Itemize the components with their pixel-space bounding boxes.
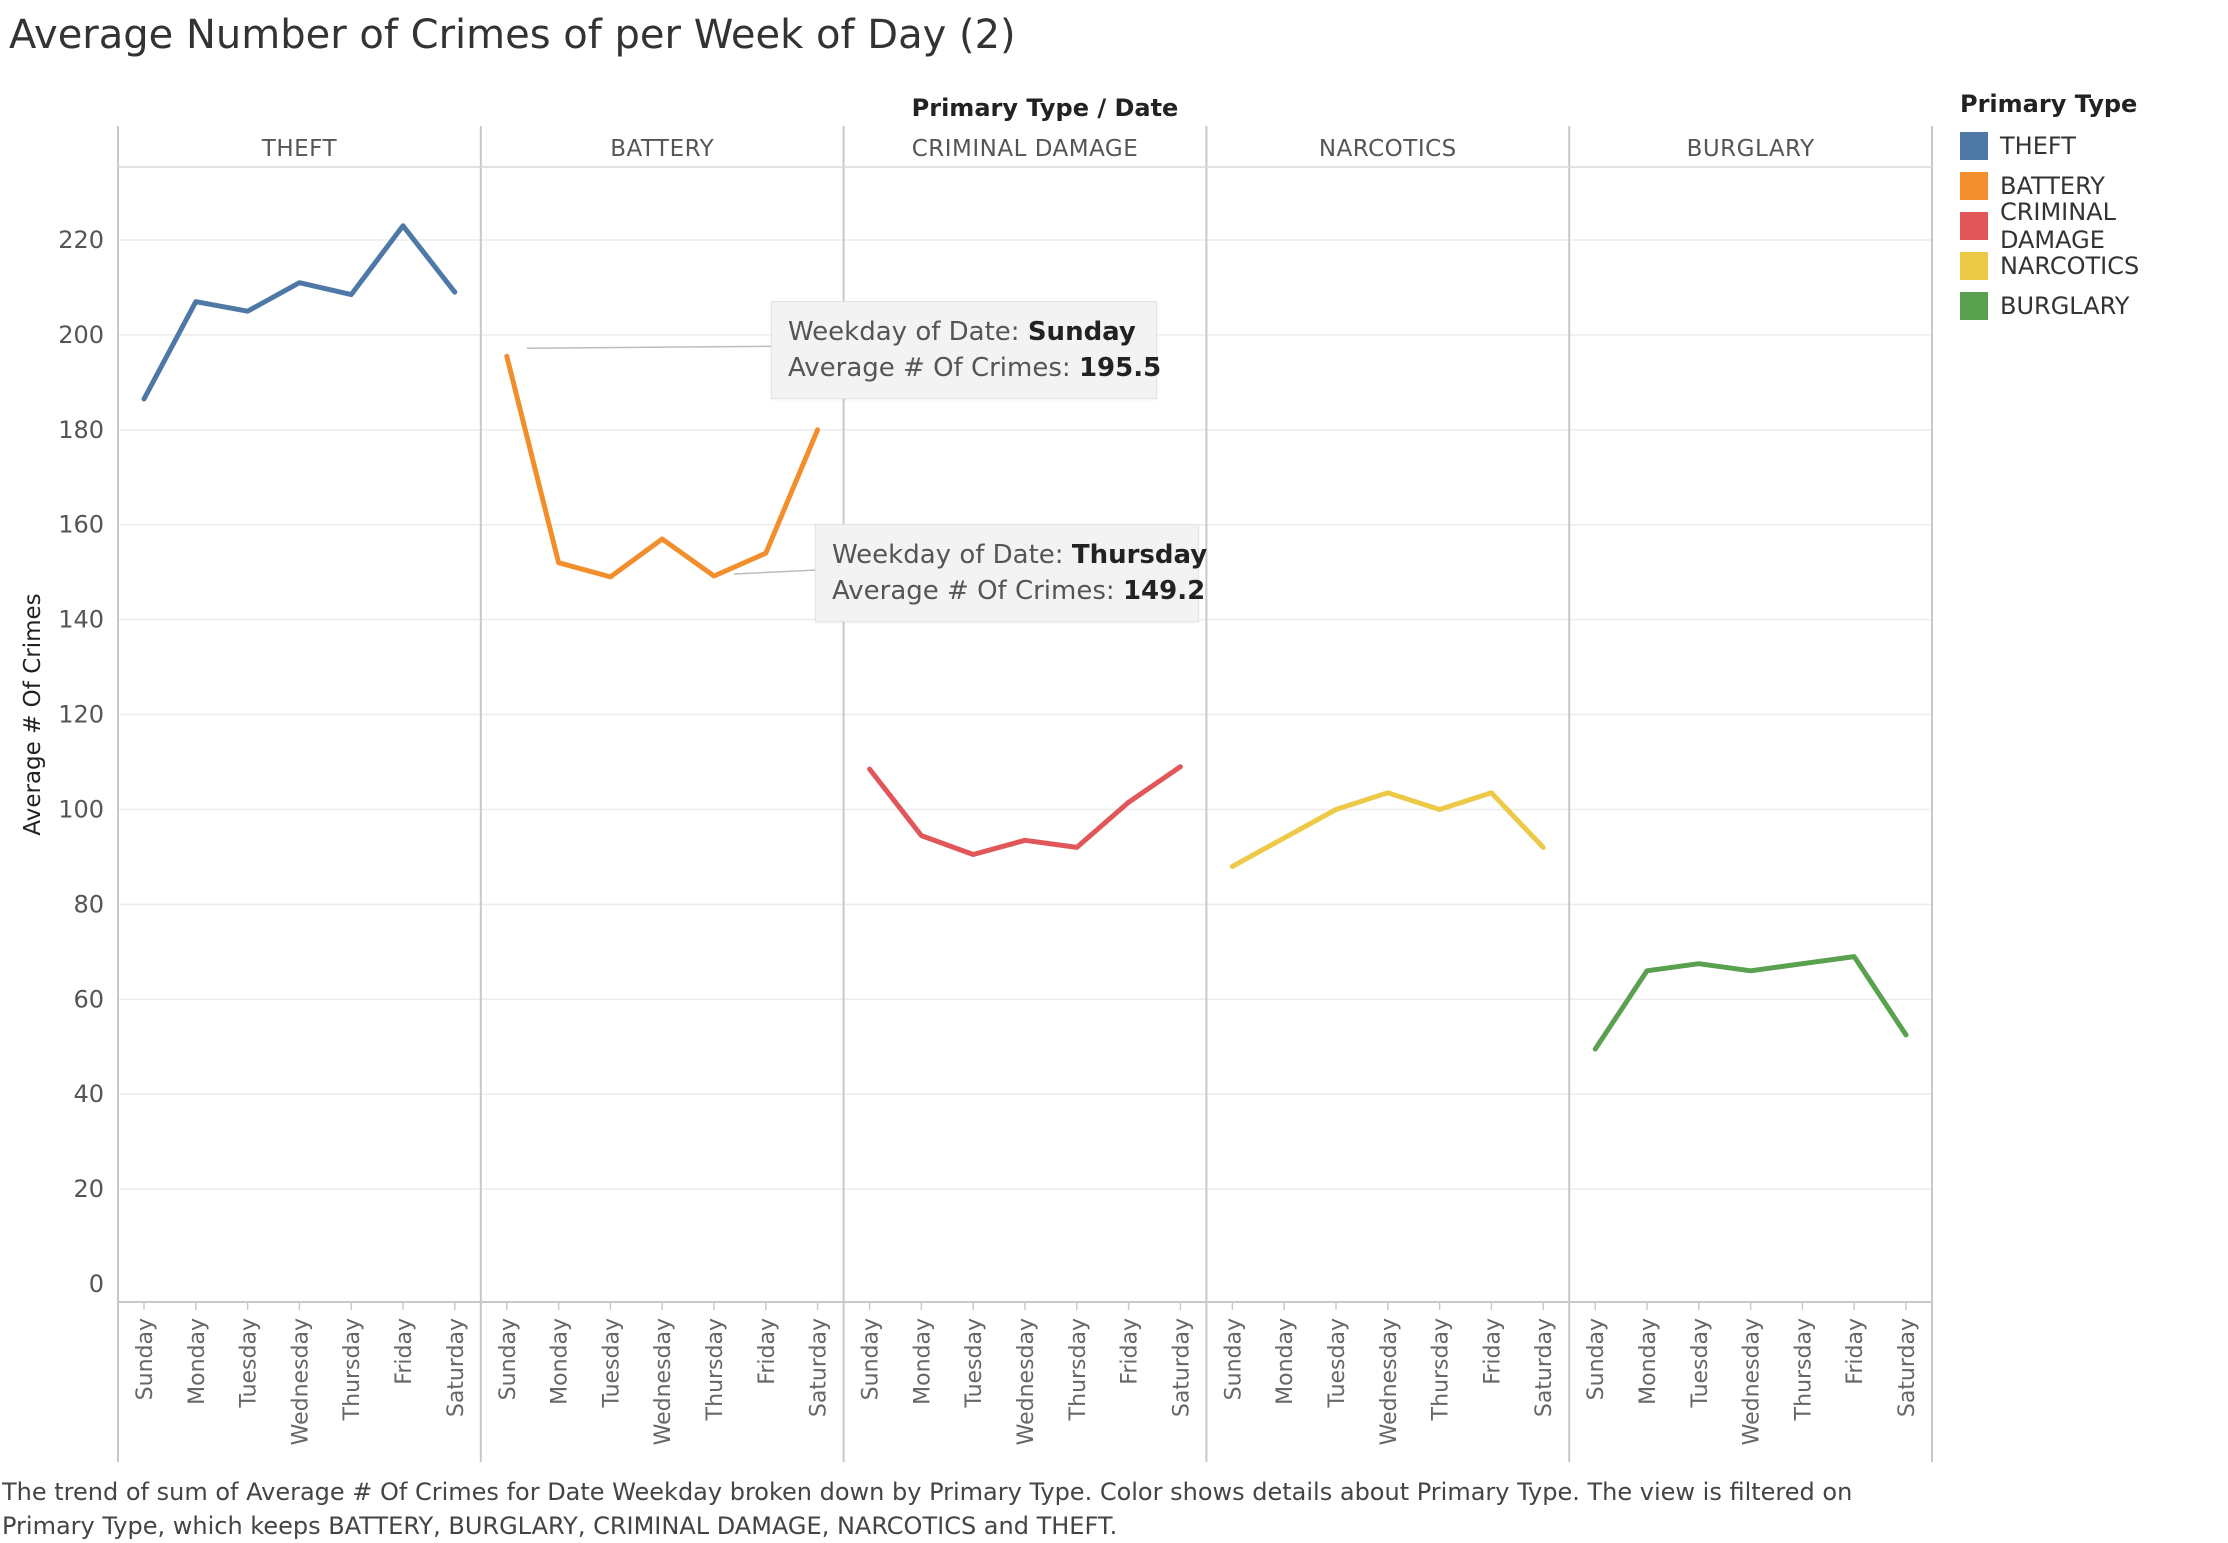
panel-header: BATTERY (610, 136, 714, 162)
x-tick-label: Thursday (1429, 1318, 1454, 1421)
y-tick-label: 80 (73, 890, 104, 918)
panel-header: CRIMINAL DAMAGE (912, 136, 1139, 162)
x-tick-label: Friday (1843, 1318, 1868, 1385)
series-line-burglary (1592, 954, 1909, 1052)
y-tick-label: 120 (58, 701, 104, 729)
tooltip-field-value: 149.2 (1122, 576, 1206, 606)
y-axis: 0 20 40 60 80 100 120 140 160 180 200 220 Average # … (20, 226, 104, 1298)
y-tick-label: 160 (58, 511, 104, 539)
x-tick-label: Sunday (1584, 1318, 1609, 1400)
y-tick-label: 40 (73, 1080, 104, 1108)
chart-caption: The trend of sum of Average # Of Crimes … (2, 1478, 1853, 1540)
series-line-criminal-damage (867, 764, 1183, 857)
y-tick-label: 60 (73, 985, 104, 1013)
panel-headers: Primary Type / Date THEFT BATTERY CRIMINAL … (261, 94, 1815, 162)
series-line-theft (141, 223, 458, 402)
chart-title: Average Number of Crimes of per Week of … (9, 12, 1016, 58)
legend-item-theft[interactable]: THEFT (1960, 126, 2228, 166)
x-tick-label: Tuesday (599, 1318, 624, 1409)
x-tick-label: Friday (755, 1318, 780, 1385)
y-axis-title: Average # Of Crimes (20, 593, 46, 835)
x-tick-label: Sunday (133, 1318, 158, 1400)
x-tick-label: Monday (185, 1318, 210, 1405)
x-tick-label: Saturday (807, 1318, 832, 1417)
series-lines (141, 223, 1909, 1052)
y-tick-label: 100 (58, 795, 104, 823)
tooltip-field-value: 195.5 (1078, 353, 1162, 383)
x-tick-label: Saturday (1895, 1318, 1920, 1417)
panel-header: BURGLARY (1687, 136, 1816, 162)
tooltip-leader (733, 569, 818, 575)
x-tick-label: Sunday (496, 1318, 521, 1400)
tooltip-battery-sunday: Weekday of Date: Sunday Average # Of Cri… (771, 301, 1161, 399)
x-tick-label: Saturday (444, 1318, 469, 1417)
legend-swatch (1960, 212, 1988, 240)
x-tick-label: Thursday (1066, 1318, 1091, 1421)
x-tick-label: Saturday (1169, 1318, 1194, 1417)
tooltip-battery-thursday: Weekday of Date: Thursday Average # Of C… (815, 524, 1207, 622)
legend: Primary Type THEFT BATTERY CRIMINAL DAMA… (1960, 90, 2228, 326)
legend-item-narcotics[interactable]: NARCOTICS (1960, 246, 2228, 286)
x-tick-label: Tuesday (1325, 1318, 1350, 1409)
x-tick-label: Tuesday (237, 1318, 262, 1409)
x-tick-label: Sunday (1221, 1318, 1246, 1400)
x-tick-label: Wednesday (1740, 1318, 1765, 1445)
tooltip-field-value: Thursday (1071, 540, 1208, 570)
header-label: Primary Type / Date (912, 94, 1179, 122)
legend-item-burglary[interactable]: BURGLARY (1960, 286, 2228, 326)
x-tick-label: Tuesday (962, 1318, 987, 1409)
legend-label: NARCOTICS (2000, 252, 2140, 280)
series-line-narcotics (1229, 790, 1546, 869)
legend-swatch (1960, 172, 1988, 200)
tooltip-field-label: Weekday of Date: (832, 540, 1064, 570)
y-tick-label: 180 (58, 416, 104, 444)
legend-item-battery[interactable]: BATTERY (1960, 166, 2228, 206)
legend-label: BURGLARY (2000, 292, 2130, 320)
x-axis: Sunday Monday Tuesday Wednesday Thursday Frid… (133, 1302, 1920, 1445)
x-tick-label: Monday (548, 1318, 573, 1405)
x-tick-label: Wednesday (651, 1318, 676, 1445)
legend-swatch (1960, 252, 1988, 280)
y-tick-label: 140 (58, 606, 104, 634)
tooltip-field-label: Average # Of Crimes: (788, 353, 1071, 383)
panel-header: THEFT (261, 136, 338, 162)
x-tick-label: Wednesday (1014, 1318, 1039, 1445)
x-tick-label: Tuesday (1688, 1318, 1713, 1409)
x-tick-label: Monday (910, 1318, 935, 1405)
x-tick-label: Thursday (1791, 1318, 1816, 1421)
x-tick-label: Sunday (859, 1318, 884, 1400)
tooltip-field-label: Average # Of Crimes: (832, 576, 1115, 606)
tooltip-field-value: Sunday (1027, 317, 1136, 347)
legend-label: CRIMINAL DAMAGE (1999, 198, 2116, 254)
x-tick-label: Thursday (340, 1318, 365, 1421)
x-tick-label: Monday (1273, 1318, 1298, 1405)
x-tick-label: Saturday (1532, 1318, 1557, 1417)
chart-area: Primary Type / Date THEFT BATTERY CRIMINAL … (20, 94, 1933, 1462)
x-tick-label: Wednesday (288, 1318, 313, 1445)
tooltip-field-label: Weekday of Date: (788, 317, 1020, 347)
legend-item-criminal-damage[interactable]: CRIMINAL DAMAGE (1960, 198, 2228, 254)
legend-swatch (1960, 292, 1988, 320)
x-tick-label: Thursday (703, 1318, 728, 1421)
legend-title: Primary Type (1960, 90, 2138, 118)
legend-swatch (1960, 132, 1988, 160)
legend-label: THEFT (2000, 132, 2076, 160)
x-tick-label: Wednesday (1377, 1318, 1402, 1445)
x-tick-label: Friday (392, 1318, 417, 1385)
tooltip-leader (526, 345, 774, 350)
x-tick-label: Friday (1118, 1318, 1143, 1385)
y-tick-label: 220 (58, 226, 104, 254)
x-tick-label: Friday (1480, 1318, 1505, 1385)
y-tick-label: 0 (89, 1270, 104, 1298)
tooltip-leaders (526, 345, 818, 575)
series-line-battery (504, 353, 821, 580)
legend-label: BATTERY (2000, 172, 2105, 200)
panel-header: NARCOTICS (1319, 136, 1457, 162)
y-tick-label: 20 (73, 1175, 104, 1203)
x-tick-label: Monday (1636, 1318, 1661, 1405)
y-tick-label: 200 (58, 321, 104, 349)
